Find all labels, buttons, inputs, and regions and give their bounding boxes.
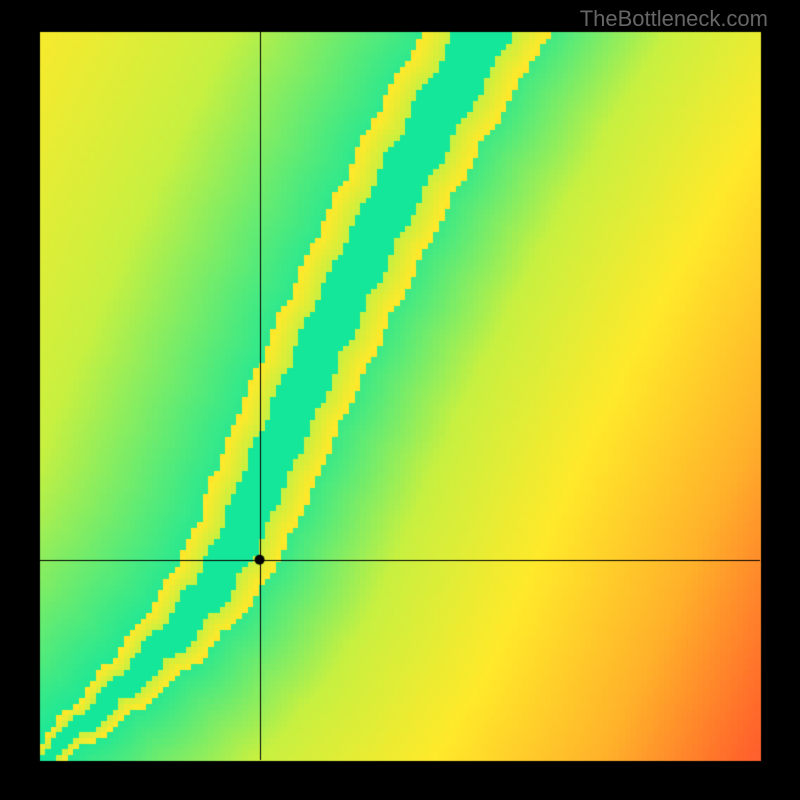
watermark-text: TheBottleneck.com <box>580 6 768 32</box>
bottleneck-heatmap <box>0 0 800 800</box>
